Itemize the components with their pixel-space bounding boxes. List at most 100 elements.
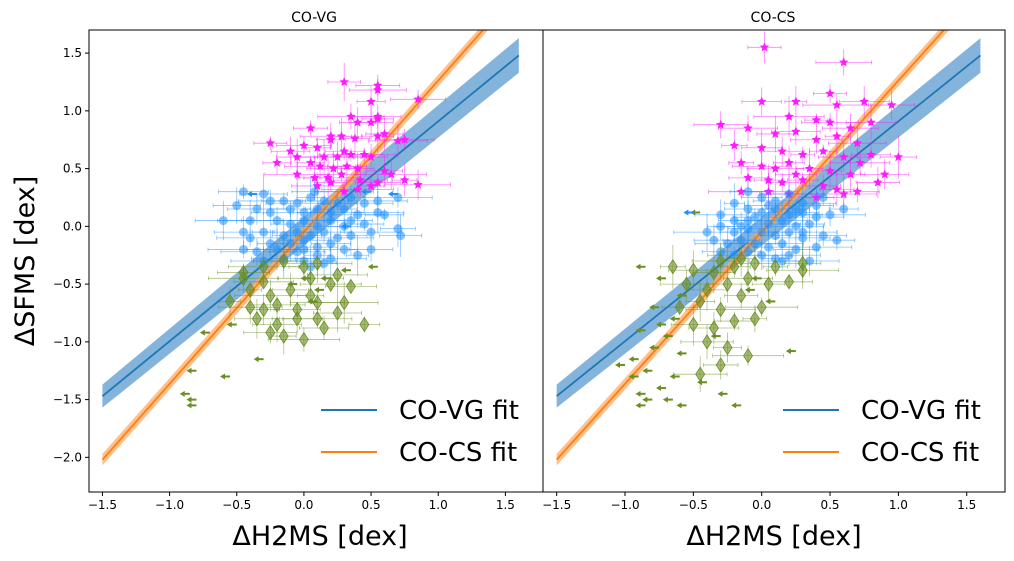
data-point-circle bbox=[709, 235, 719, 245]
data-point-circle bbox=[346, 216, 356, 226]
data-point-diamond bbox=[702, 334, 712, 350]
data-point-diamond bbox=[251, 311, 262, 327]
data-point-star bbox=[379, 129, 390, 138]
data-point-circle bbox=[777, 239, 787, 249]
upper-limit-arrow bbox=[246, 191, 257, 198]
data-point-star bbox=[350, 133, 360, 143]
upper-limit-arrow bbox=[731, 402, 742, 409]
upper-limit-arrow bbox=[635, 402, 646, 409]
data-point-circle bbox=[750, 239, 760, 249]
data-point-circle bbox=[218, 216, 228, 226]
data-point-circle bbox=[245, 233, 255, 243]
data-point-diamond bbox=[743, 347, 754, 364]
data-point-star bbox=[729, 140, 740, 150]
data-point-star bbox=[797, 149, 808, 159]
upper-limit-arrow bbox=[785, 348, 796, 355]
data-point-circle bbox=[265, 239, 275, 249]
upper-limit-arrow bbox=[676, 402, 687, 409]
upper-limit-arrow bbox=[656, 385, 667, 392]
data-point-star bbox=[366, 117, 376, 127]
data-point-circle bbox=[784, 250, 794, 260]
y-tick-label: −0.5 bbox=[53, 277, 82, 291]
upper-limit-arrow bbox=[220, 373, 231, 380]
data-point-diamond bbox=[743, 270, 754, 287]
x-tick-label: 1.5 bbox=[496, 498, 515, 512]
data-point-star bbox=[299, 140, 309, 150]
data-point-circle bbox=[319, 227, 329, 237]
upper-limit-arrow bbox=[320, 275, 331, 282]
data-point-star bbox=[832, 100, 842, 110]
data-point-star bbox=[866, 149, 876, 159]
data-point-star bbox=[366, 180, 376, 190]
data-point-star bbox=[784, 157, 794, 167]
data-point-star bbox=[866, 117, 876, 127]
data-point-star bbox=[399, 134, 410, 144]
data-point-circle bbox=[743, 187, 753, 197]
data-point-diamond bbox=[715, 301, 726, 318]
data-point-star bbox=[818, 180, 828, 190]
data-point-star bbox=[770, 129, 781, 138]
data-point-circle bbox=[265, 207, 275, 217]
upper-limit-arrow bbox=[669, 373, 680, 380]
legend: CO-VG fit CO-CS fit bbox=[783, 396, 981, 468]
data-point-star bbox=[342, 161, 352, 171]
data-point-circle bbox=[285, 239, 295, 249]
data-point-circle bbox=[818, 231, 828, 241]
data-point-star bbox=[825, 117, 835, 127]
data-point-star bbox=[413, 179, 423, 189]
upper-limit-arrow bbox=[628, 373, 639, 380]
y-tick-label: 0.0 bbox=[63, 219, 82, 233]
upper-limit-arrow bbox=[635, 327, 646, 334]
data-point-circle bbox=[339, 244, 349, 254]
x-tick-label: −1.5 bbox=[88, 498, 117, 512]
data-point-diamond bbox=[298, 331, 309, 348]
upper-limit-arrow bbox=[751, 275, 762, 282]
upper-limit-arrow bbox=[710, 333, 721, 340]
data-point-star bbox=[791, 96, 801, 106]
data-point-diamond bbox=[722, 276, 733, 292]
data-point-diamond bbox=[681, 276, 692, 292]
data-point-star bbox=[845, 169, 856, 179]
data-point-diamond bbox=[749, 311, 760, 327]
x-tick-label: 0.5 bbox=[820, 498, 839, 512]
data-point-diamond bbox=[285, 282, 296, 298]
y-tick-label: −1.5 bbox=[53, 393, 82, 407]
data-point-star bbox=[759, 42, 770, 52]
legend-label: CO-CS fit bbox=[399, 438, 517, 468]
data-point-star bbox=[355, 175, 366, 185]
data-point-star bbox=[818, 146, 828, 156]
data-point-diamond bbox=[312, 255, 323, 272]
legend: CO-VG fit CO-CS fit bbox=[321, 396, 519, 468]
upper-limit-arrow bbox=[367, 263, 378, 270]
upper-limit-arrow bbox=[649, 344, 660, 351]
data-point-star bbox=[373, 85, 383, 95]
data-point-diamond bbox=[702, 282, 712, 298]
data-point-circle bbox=[743, 247, 753, 257]
data-point-star bbox=[366, 96, 376, 106]
panel-co-vg: CO-VG ΔH2MS [dex] −1.5 −1.0 −0.5 0.0 0.5 1.0 1… bbox=[53, 10, 544, 552]
data-point-circle bbox=[373, 207, 383, 217]
data-point-star bbox=[743, 172, 753, 182]
data-point-star bbox=[832, 131, 842, 141]
data-point-circle bbox=[818, 192, 828, 202]
x-axis-label: ΔH2MS [dex] bbox=[686, 521, 861, 552]
data-point-circle bbox=[272, 216, 282, 226]
y-tick-label: 1.5 bbox=[63, 46, 82, 60]
data-point-diamond bbox=[708, 264, 719, 281]
data-point-star bbox=[852, 186, 863, 196]
data-point-circle bbox=[811, 201, 821, 211]
data-point-circle bbox=[736, 221, 746, 231]
data-point-star bbox=[312, 142, 323, 152]
data-point-diamond bbox=[278, 253, 289, 269]
data-point-diamond bbox=[756, 299, 767, 315]
upper-limit-arrow bbox=[656, 321, 667, 328]
data-point-circle bbox=[310, 187, 320, 197]
upper-limit-arrow bbox=[642, 367, 653, 374]
data-point-circle bbox=[339, 204, 349, 214]
upper-limit-arrow bbox=[628, 356, 639, 363]
data-point-star bbox=[386, 169, 396, 179]
data-point-circle bbox=[252, 204, 262, 214]
data-point-star bbox=[756, 161, 767, 171]
data-point-diamond bbox=[312, 311, 323, 327]
data-point-diamond bbox=[749, 255, 760, 272]
